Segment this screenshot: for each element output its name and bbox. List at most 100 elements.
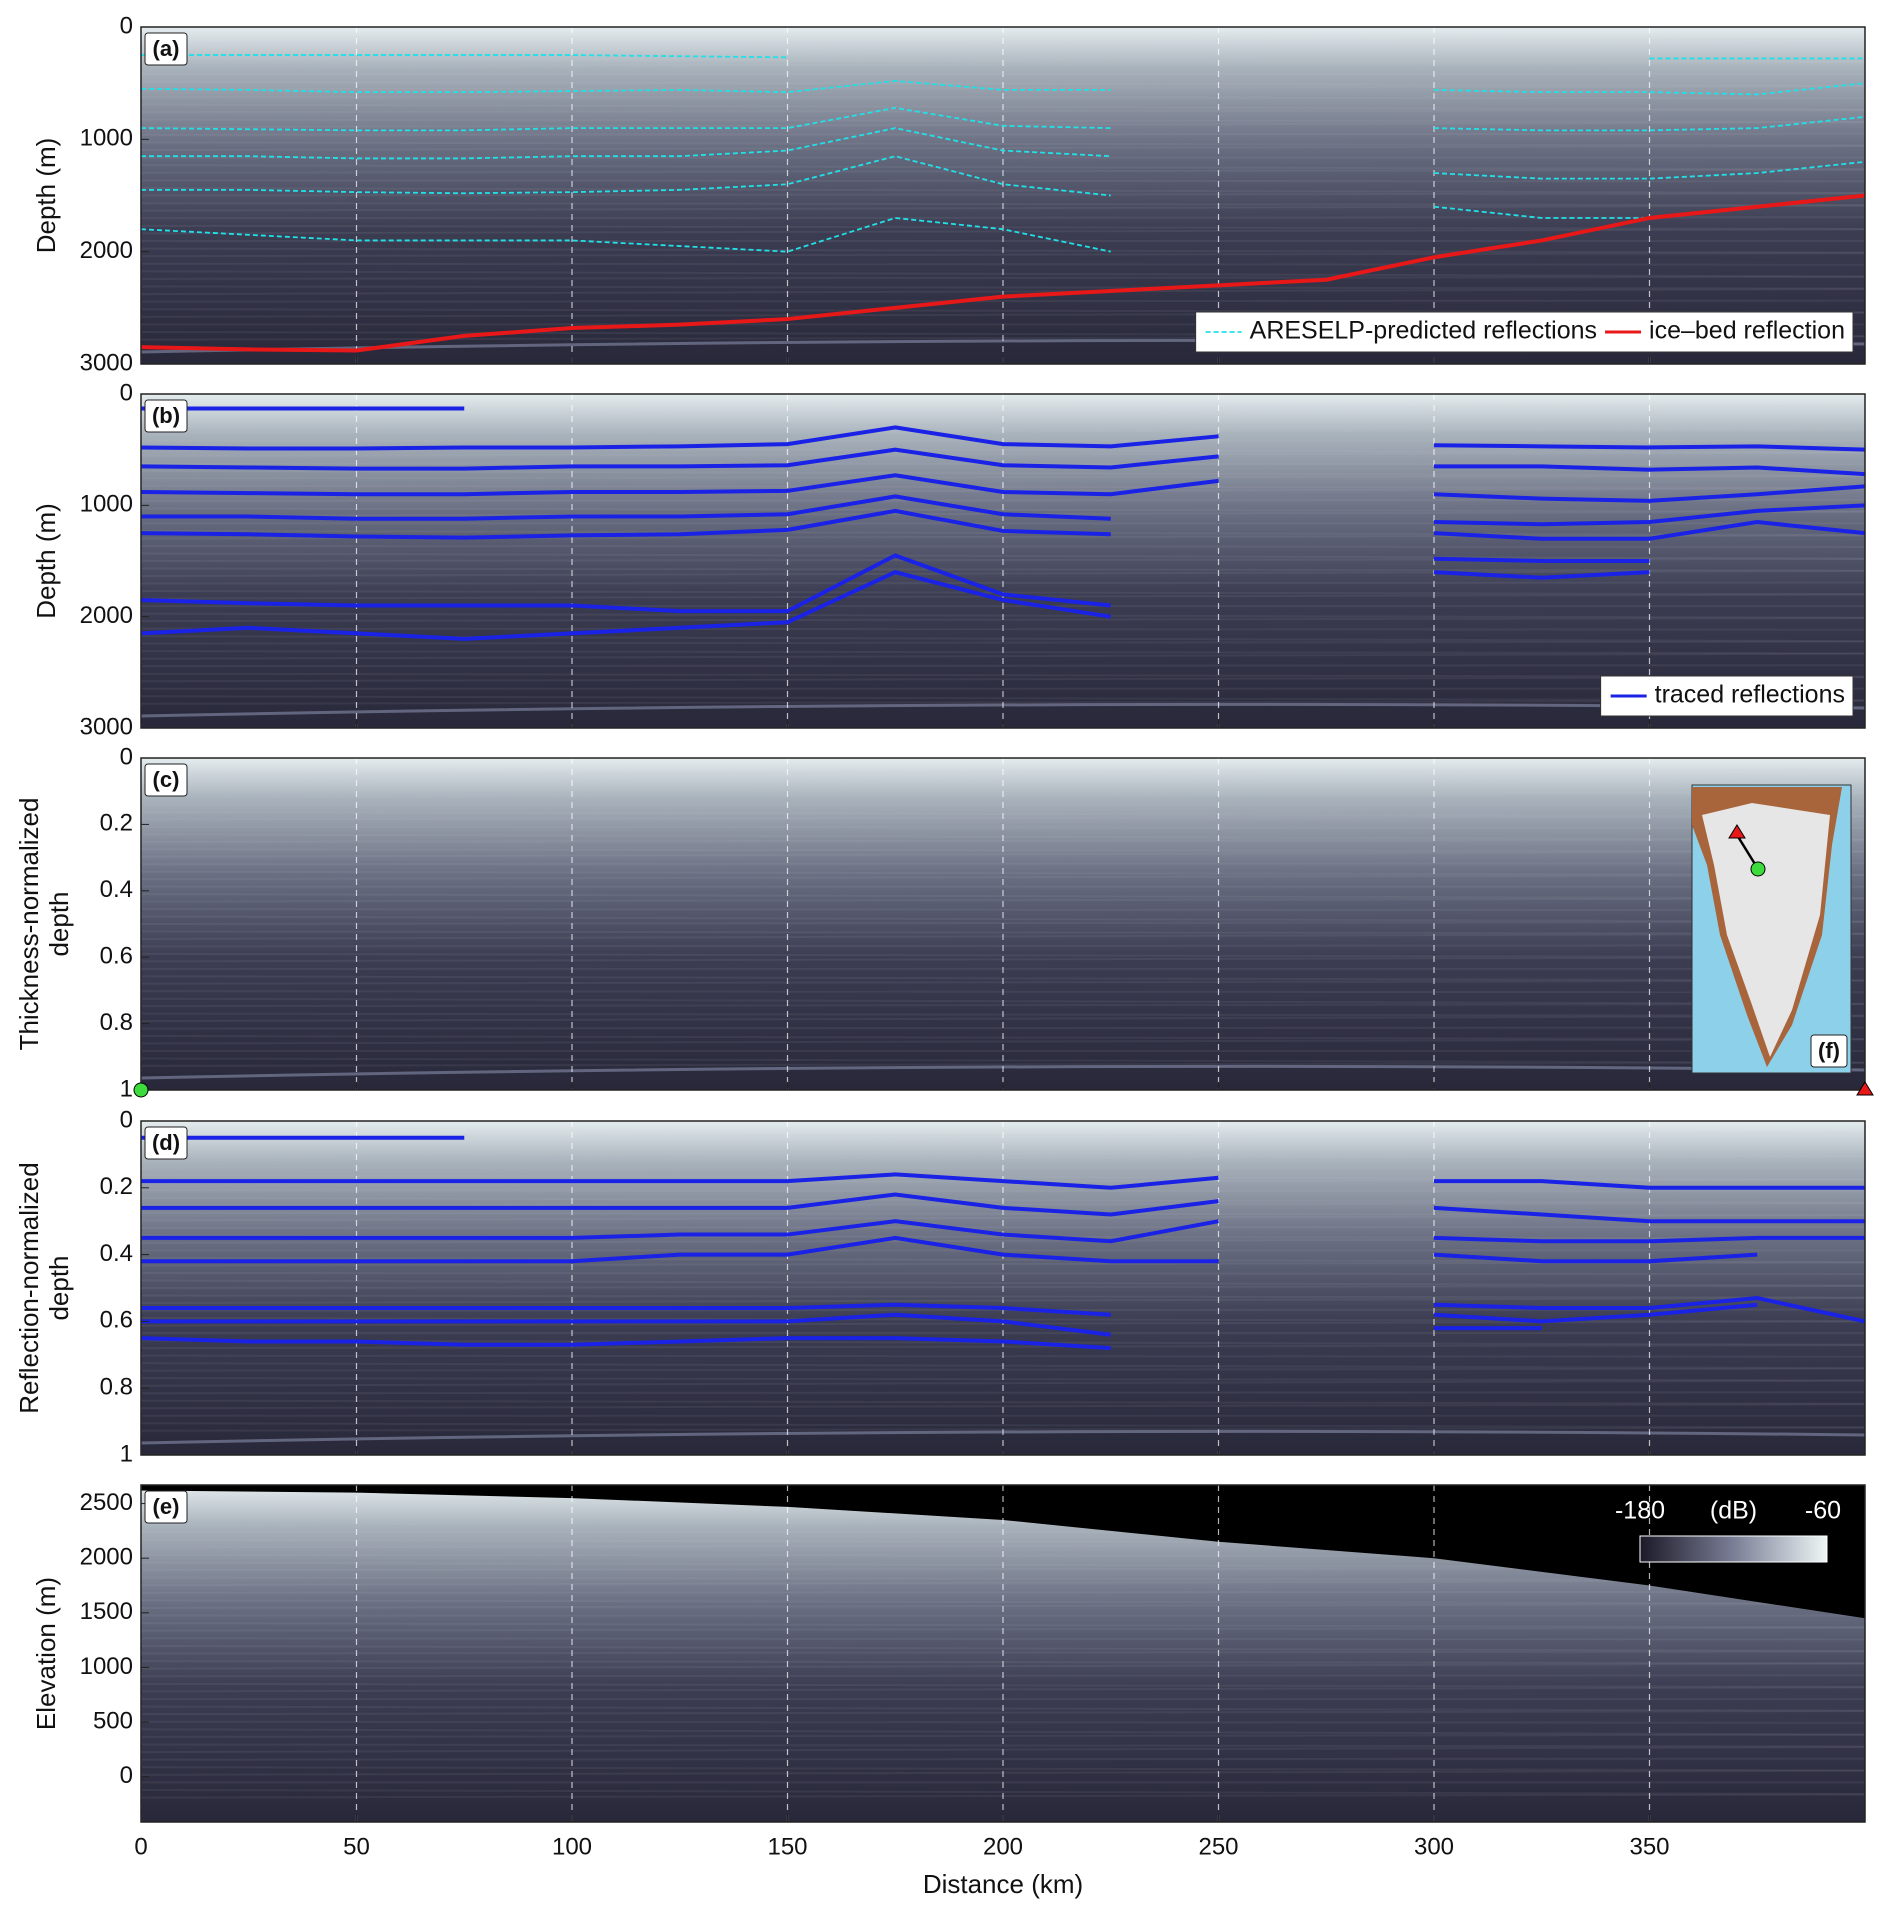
texture	[141, 186, 1865, 194]
reflection-line	[141, 508, 1865, 541]
texture	[141, 893, 1865, 900]
texture	[141, 1757, 1865, 1761]
x-tick-label: 0	[134, 1833, 147, 1860]
texture	[141, 908, 1865, 912]
x-tick-label: 150	[767, 1833, 807, 1860]
x-tick-label: 50	[343, 1833, 370, 1860]
y-tick-label: 0.2	[100, 1173, 133, 1200]
texture	[141, 1271, 1865, 1275]
texture	[141, 1590, 1865, 1594]
y-tick-label: 1	[120, 1440, 133, 1467]
texture	[141, 850, 1865, 858]
texture	[141, 1644, 1865, 1652]
y-axis-label: Thickness-normalized	[14, 798, 44, 1051]
y-tick-label: 500	[93, 1707, 133, 1734]
panel-label: (a)	[153, 36, 180, 61]
reflection-line	[141, 1235, 1758, 1264]
texture	[141, 252, 1865, 258]
texture	[141, 695, 1865, 702]
y-tick-label: 3000	[80, 349, 133, 376]
legend: traced reflections	[1600, 675, 1854, 717]
texture	[141, 1391, 1865, 1395]
x-tick-label: 250	[1198, 1833, 1238, 1860]
legend-label: ice–bed reflection	[1649, 317, 1845, 345]
texture	[141, 544, 1865, 548]
profile-start-marker	[133, 1082, 149, 1098]
y-tick-label: 0.6	[100, 1307, 133, 1334]
colorbar	[1639, 1535, 1828, 1563]
reflection-line	[141, 54, 1865, 60]
texture	[141, 874, 1865, 881]
texture	[141, 664, 1865, 668]
panel: 0 1000 2000 3000 Depth (m) (a) ARESELP-predict…	[31, 12, 1866, 376]
reflection-line	[141, 570, 1650, 641]
map-ice	[1702, 803, 1830, 1057]
texture	[141, 897, 1865, 903]
texture	[141, 475, 1865, 480]
legend-label: ARESELP-predicted reflections	[1250, 317, 1597, 345]
reflection-line	[141, 193, 1865, 353]
texture	[141, 930, 1865, 935]
y-tick-label: 0.4	[100, 876, 133, 903]
panel: 0 500 1000 1500 2000 2500 0 50 100 150 200 250 300 35…	[31, 1484, 1866, 1899]
texture	[141, 652, 1865, 660]
texture	[141, 141, 1865, 147]
y-tick-label: 1000	[80, 491, 133, 518]
legend: ARESELP-predicted reflections ice–bed ref…	[1195, 311, 1854, 353]
reflection-line	[141, 1219, 1865, 1244]
texture	[141, 1279, 1865, 1287]
map-start	[1728, 824, 1746, 839]
texture	[141, 1422, 1865, 1429]
reflection-line	[141, 80, 1865, 96]
texture	[141, 1061, 1865, 1067]
y-axis-label: Elevation (m)	[31, 1577, 61, 1730]
texture	[141, 672, 1865, 678]
texture	[141, 567, 1865, 572]
texture	[141, 1622, 1865, 1629]
reflection-line	[141, 1295, 1865, 1324]
texture	[141, 1743, 1865, 1748]
texture	[141, 1720, 1865, 1724]
y-tick-label: 0.4	[100, 1240, 133, 1267]
y-tick-label: 0.2	[100, 810, 133, 837]
texture	[141, 676, 1865, 683]
panel-label-box	[144, 763, 188, 797]
texture	[141, 1686, 1865, 1693]
colorbar-max: -60	[1805, 1497, 1841, 1525]
reflection-line	[141, 447, 1865, 477]
y-tick-label: 2000	[80, 1544, 133, 1571]
texture	[141, 1766, 1865, 1772]
y-tick-label: 2000	[80, 602, 133, 629]
panel: 0 1000 2000 3000 Depth (m) (b) traced reflecti…	[31, 379, 1866, 740]
x-axis-label: Distance (km)	[923, 1869, 1083, 1899]
texture	[141, 1026, 1865, 1030]
texture	[141, 1637, 1865, 1641]
y-tick-label: 0	[120, 12, 133, 39]
texture	[141, 132, 1865, 136]
reflection-line	[141, 473, 1865, 503]
panel-label: (c)	[153, 767, 180, 792]
y-axis-label: Depth (m)	[31, 138, 61, 254]
plot-area	[141, 1121, 1865, 1455]
x-tick-label: 300	[1414, 1833, 1454, 1860]
y-tick-label: 2000	[80, 237, 133, 264]
texture	[141, 1733, 1865, 1738]
reflection-line	[141, 127, 1865, 180]
inset-label-box	[1810, 1034, 1848, 1068]
y-tick-label: 0	[120, 1762, 133, 1789]
legend-label: traced reflections	[1655, 681, 1845, 709]
panel-label-box	[144, 1490, 188, 1524]
y-tick-label: 0.8	[100, 1374, 133, 1401]
x-tick-label: 350	[1629, 1833, 1669, 1860]
texture	[141, 262, 1865, 266]
reflection-line	[141, 1192, 1865, 1224]
plot-area	[141, 1485, 1865, 1822]
y-axis-label: Depth (m)	[31, 503, 61, 619]
texture	[141, 1403, 1865, 1410]
y-tick-label: 1000	[80, 1653, 133, 1680]
y-tick-label: 0	[120, 379, 133, 406]
inset-label: (f)	[1818, 1038, 1840, 1063]
reflection-line	[141, 1302, 1758, 1337]
colorbar-unit: (dB)	[1710, 1497, 1757, 1525]
y-tick-label: 0	[120, 743, 133, 770]
